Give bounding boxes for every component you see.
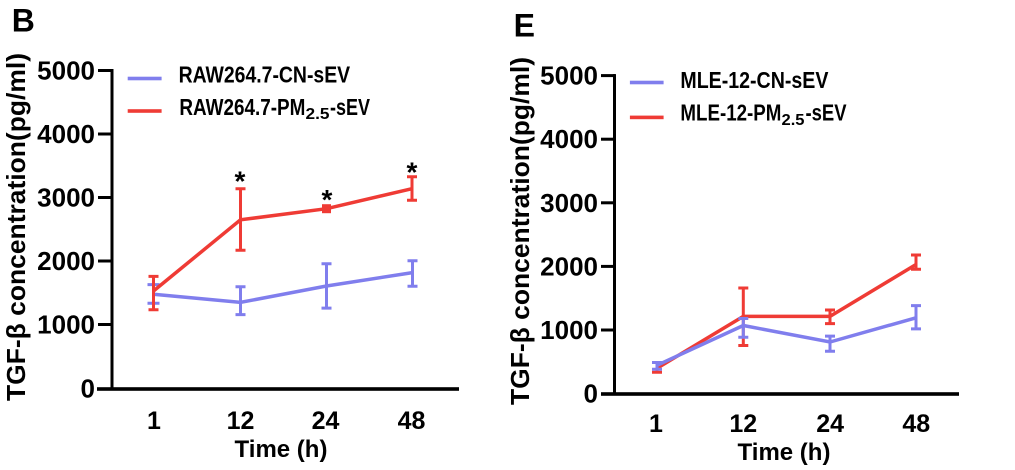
svg-text:2.5: 2.5 (782, 112, 805, 129)
svg-text:E: E (514, 8, 535, 44)
svg-text:TGF-β concentration(pg/ml): TGF-β concentration(pg/ml) (1, 53, 31, 401)
svg-text:Time (h): Time (h) (738, 439, 831, 466)
svg-text:24: 24 (312, 407, 340, 435)
svg-text:24: 24 (816, 410, 844, 438)
svg-text:Time (h): Time (h) (235, 436, 328, 463)
svg-text:48: 48 (398, 407, 426, 435)
svg-text:5000: 5000 (37, 56, 95, 86)
svg-text:12: 12 (729, 410, 757, 438)
svg-text:12: 12 (227, 407, 255, 435)
svg-text:5000: 5000 (540, 61, 598, 91)
svg-text:4000: 4000 (37, 119, 95, 149)
svg-text:*: * (235, 165, 246, 196)
svg-text:RAW264.7-PM: RAW264.7-PM (179, 94, 305, 120)
svg-text:B: B (12, 3, 35, 39)
svg-text:2000: 2000 (37, 246, 95, 276)
svg-text:4000: 4000 (540, 124, 598, 154)
svg-text:0: 0 (584, 379, 598, 409)
svg-text:1000: 1000 (37, 310, 95, 340)
svg-text:TGF-β concentration(pg/ml): TGF-β concentration(pg/ml) (505, 57, 535, 405)
svg-text:3000: 3000 (37, 183, 95, 213)
svg-text:2.5: 2.5 (306, 106, 330, 123)
svg-text:MLE-12-PM: MLE-12-PM (680, 100, 781, 126)
svg-text:1: 1 (649, 410, 663, 438)
svg-text:-sEV: -sEV (806, 100, 848, 126)
svg-text:MLE-12-CN-sEV: MLE-12-CN-sEV (680, 67, 829, 93)
svg-text:1000: 1000 (540, 315, 598, 345)
svg-text:2000: 2000 (540, 251, 598, 281)
svg-text:*: * (407, 157, 418, 188)
svg-text:RAW264.7-CN-sEV: RAW264.7-CN-sEV (179, 61, 351, 87)
svg-text:3000: 3000 (540, 188, 598, 218)
svg-text:-sEV: -sEV (330, 94, 371, 120)
svg-text:1: 1 (147, 407, 161, 435)
svg-text:48: 48 (902, 410, 930, 438)
svg-text:*: * (322, 184, 333, 215)
svg-text:0: 0 (81, 373, 95, 403)
